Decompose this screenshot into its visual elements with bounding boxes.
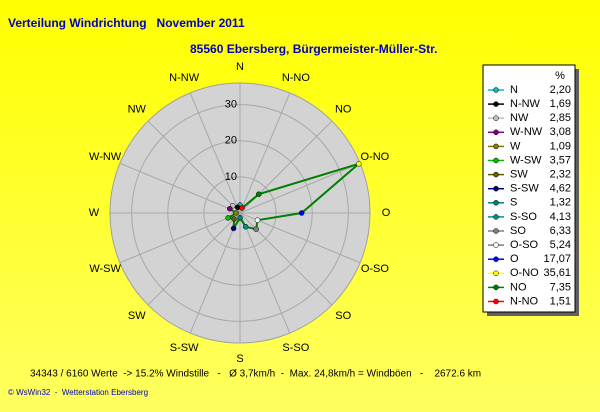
legend-marker [493, 185, 499, 192]
legend-marker [493, 115, 499, 121]
legend-marker [493, 101, 499, 107]
r-tick-label: 10 [225, 171, 237, 183]
direction-label: NW [128, 104, 147, 116]
legend-marker [493, 214, 499, 220]
legend-marker [493, 200, 499, 206]
spoke [189, 212, 241, 334]
legend-value: 4,62 [550, 183, 571, 195]
spoke [239, 92, 291, 214]
point [239, 205, 245, 211]
legend-marker [493, 87, 499, 93]
legend-value: 4,13 [550, 211, 571, 223]
legend-label: SO [510, 225, 526, 237]
legend-value: 2,85 [550, 112, 571, 124]
spoke [147, 120, 241, 214]
direction-label: S-SO [282, 342, 309, 354]
chart-subtitle: 85560 Ebersberg, Bürgermeister-Müller-St… [190, 42, 437, 56]
point [254, 217, 261, 223]
point [242, 224, 249, 230]
direction-label: N [236, 61, 244, 73]
legend-label: NW [510, 112, 529, 124]
legend-title: % [555, 70, 565, 82]
point [231, 216, 237, 222]
legend-value: 5,24 [550, 239, 571, 251]
legend-marker [493, 143, 499, 150]
direction-label: O-NO [361, 151, 390, 163]
point [233, 210, 239, 216]
legend-value: 17,07 [543, 253, 571, 265]
legend-label: O [510, 253, 519, 265]
legend-label: N-NW [510, 98, 541, 110]
direction-label: W-SW [89, 263, 121, 275]
direction-label: SO [335, 310, 351, 322]
direction-label: N-NW [169, 72, 200, 84]
legend-value: 35,61 [543, 267, 571, 279]
legend-value: 1,69 [550, 98, 571, 110]
direction-label: NO [335, 104, 352, 116]
direction-label: S [236, 353, 243, 365]
chart-title: Verteilung Windrichtung November 2011 [8, 16, 245, 30]
credit: © WsWin32 - Wetterstation Ebersberg [8, 388, 148, 397]
spoke [119, 212, 241, 264]
legend-marker [493, 228, 499, 234]
legend-label: O-SO [510, 239, 539, 251]
legend-value: 3,08 [550, 126, 571, 138]
legend-label: N-NO [510, 295, 539, 307]
direction-label: W [89, 207, 100, 219]
legend-label: S-SW [510, 183, 539, 195]
legend-label: S-SO [510, 211, 537, 223]
legend-value: 1,32 [550, 197, 571, 209]
legend-label: O-NO [510, 267, 539, 279]
footer: 34343 / 6160 Werte -> 15.2% Windstille -… [30, 369, 481, 380]
spoke [119, 162, 241, 214]
direction-label: W-NW [89, 151, 122, 163]
direction-label: S-SW [170, 342, 199, 354]
legend-marker [493, 270, 499, 277]
direction-label: SW [128, 310, 146, 322]
point [237, 215, 243, 221]
legend-marker [493, 284, 499, 291]
legend-marker [493, 171, 499, 178]
legend-value: 1,51 [550, 295, 571, 307]
legend-value: 6,33 [550, 225, 571, 237]
spoke [147, 212, 241, 306]
point [225, 215, 231, 221]
legend-marker [493, 242, 499, 248]
legend-label: SW [510, 169, 528, 181]
legend-value: 1,09 [550, 140, 571, 152]
legend-value: 7,35 [550, 281, 571, 293]
legend-marker [493, 157, 499, 164]
spoke [239, 162, 361, 214]
point [256, 191, 262, 197]
legend-label: N [510, 84, 518, 96]
spoke [189, 92, 241, 214]
direction-label: O-SO [361, 263, 390, 275]
legend-label: W-SW [510, 154, 542, 166]
r-tick-label: 20 [225, 135, 237, 147]
legend-marker [493, 256, 499, 262]
r-tick-label: 30 [225, 99, 237, 111]
legend-value: 2,20 [550, 84, 571, 96]
legend-marker [493, 298, 499, 305]
point [226, 205, 233, 212]
point [356, 161, 362, 167]
legend-marker [493, 129, 499, 136]
legend-label: W-NW [510, 126, 543, 138]
point [253, 226, 259, 232]
legend-value: 2,32 [550, 169, 571, 181]
legend-label: W [510, 140, 521, 152]
spoke [239, 212, 291, 334]
direction-label: N-NO [282, 72, 311, 84]
legend-value: 3,57 [550, 154, 571, 166]
point [230, 225, 237, 232]
direction-label: O [382, 207, 391, 219]
point [298, 210, 305, 216]
legend-label: S [510, 197, 517, 209]
legend-label: NO [510, 281, 527, 293]
